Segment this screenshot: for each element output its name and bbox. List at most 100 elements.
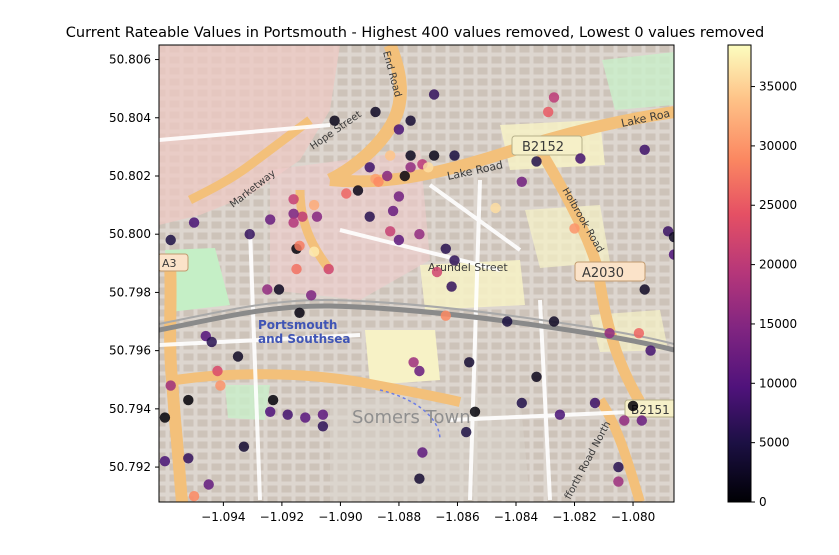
- data-point: [294, 240, 305, 251]
- data-point: [668, 249, 674, 260]
- data-point: [308, 246, 320, 257]
- data-point: [613, 476, 624, 487]
- data-point: [531, 371, 542, 382]
- data-point: [428, 89, 440, 100]
- data-point: [267, 394, 279, 406]
- x-tick-label: −1.088: [377, 510, 421, 524]
- data-point: [212, 365, 223, 377]
- map-label-somers-town: Somers Town: [352, 407, 471, 428]
- data-point: [604, 328, 615, 339]
- data-point: [323, 263, 334, 275]
- data-point: [317, 409, 329, 420]
- data-point: [265, 406, 276, 417]
- data-point: [531, 156, 542, 167]
- data-point: [165, 234, 176, 246]
- data-point: [569, 223, 580, 234]
- colorbar-axis: 0 5000 10000 15000 20000 25000 30000 35000: [751, 80, 797, 509]
- map-label-portsmouth: Portsmouth: [258, 318, 337, 332]
- data-point: [408, 357, 419, 368]
- data-point: [393, 234, 405, 246]
- data-point: [449, 150, 460, 161]
- data-point: [575, 153, 586, 164]
- data-point: [203, 479, 214, 490]
- data-point: [548, 92, 560, 103]
- data-point: [516, 397, 527, 409]
- data-point: [288, 208, 299, 219]
- colorbar-tick-label: 0: [759, 495, 767, 509]
- x-tick-label: −1.092: [260, 510, 304, 524]
- data-point: [633, 328, 645, 339]
- map-label-a3: A3: [162, 257, 177, 270]
- data-point: [423, 162, 434, 173]
- x-tick-label: −1.084: [494, 510, 538, 524]
- colorbar-tick-label: 35000: [759, 80, 797, 94]
- data-point: [414, 473, 425, 484]
- data-point: [188, 217, 200, 228]
- data-point: [619, 415, 630, 426]
- x-tick-label: −1.094: [201, 510, 245, 524]
- data-point: [238, 441, 250, 452]
- data-point: [308, 199, 320, 211]
- x-tick-label: −1.080: [611, 510, 655, 524]
- data-point: [440, 243, 451, 254]
- data-point: [613, 461, 624, 473]
- data-point: [636, 415, 647, 426]
- data-point: [446, 281, 457, 292]
- scatter-points: [159, 89, 674, 502]
- y-tick-label: 50.794: [109, 402, 151, 416]
- data-point: [469, 406, 481, 417]
- data-point: [440, 310, 451, 321]
- data-point: [405, 162, 416, 173]
- data-point: [282, 409, 293, 420]
- data-point: [414, 365, 425, 377]
- data-point: [502, 316, 513, 327]
- y-tick-label: 50.798: [109, 285, 151, 299]
- x-axis: −1.094 −1.092 −1.090 −1.088 −1.086 −1.084 −1.0…: [201, 502, 655, 524]
- data-point: [183, 453, 194, 464]
- data-point: [352, 185, 364, 196]
- data-point: [639, 284, 650, 295]
- data-point: [554, 409, 566, 420]
- y-tick-label: 50.802: [109, 169, 151, 183]
- data-point: [548, 316, 560, 327]
- data-point: [399, 170, 410, 182]
- data-point: [417, 447, 428, 458]
- data-point: [262, 284, 273, 295]
- y-tick-label: 50.800: [109, 227, 151, 241]
- data-point: [385, 150, 396, 161]
- x-tick-label: −1.090: [318, 510, 362, 524]
- data-point: [317, 421, 329, 432]
- data-point: [639, 144, 650, 155]
- y-tick-label: 50.804: [109, 111, 151, 125]
- data-point: [387, 205, 399, 217]
- data-point: [627, 400, 639, 412]
- data-point: [159, 456, 171, 467]
- chart-title: Current Rateable Values in Portsmouth - …: [66, 25, 764, 41]
- data-point: [244, 229, 255, 240]
- plot-frame: [158, 44, 675, 503]
- colorbar-tick-label: 25000: [759, 198, 797, 212]
- data-point: [294, 307, 305, 318]
- data-point: [373, 176, 384, 187]
- data-point: [370, 106, 381, 118]
- data-point: [543, 106, 554, 118]
- y-tick-label: 50.792: [109, 460, 151, 474]
- colorbar-tick-label: 15000: [759, 317, 797, 331]
- data-point: [159, 412, 171, 423]
- data-point: [364, 162, 375, 173]
- data-point: [393, 191, 405, 202]
- data-point: [300, 412, 311, 423]
- data-point: [385, 226, 396, 237]
- colorbar-tick-label: 30000: [759, 139, 797, 153]
- data-point: [393, 124, 405, 135]
- data-point: [165, 380, 176, 391]
- colorbar-tick-label: 20000: [759, 258, 797, 272]
- data-point: [589, 397, 601, 409]
- data-point: [428, 150, 440, 161]
- data-point: [414, 229, 425, 240]
- data-point: [364, 211, 375, 222]
- basemap: B2152 Lake Road Lake Roa A2030 Holbrook …: [159, 45, 674, 502]
- data-point: [215, 380, 226, 391]
- data-point: [288, 217, 299, 228]
